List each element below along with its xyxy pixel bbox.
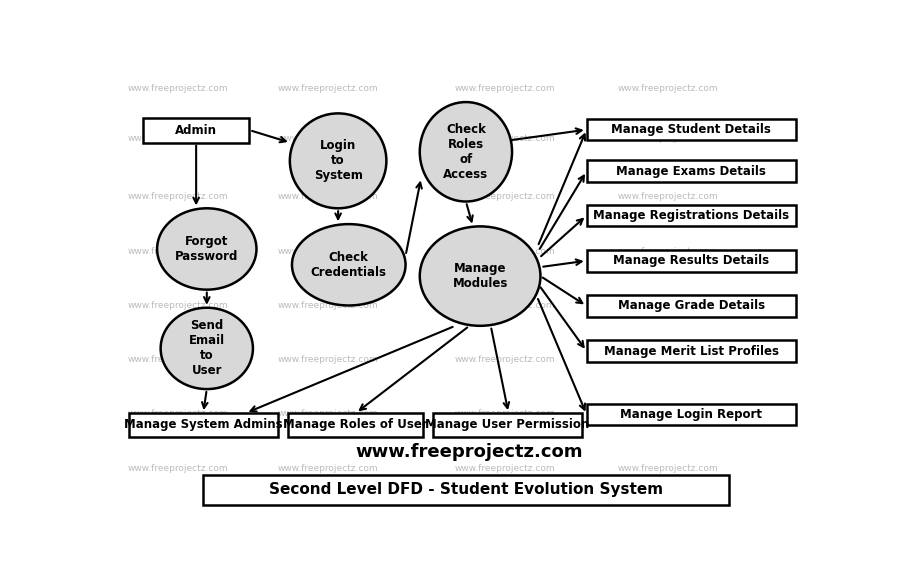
Text: Manage User Permission: Manage User Permission bbox=[425, 419, 589, 431]
FancyBboxPatch shape bbox=[289, 413, 423, 437]
Text: www.freeprojectz.com: www.freeprojectz.com bbox=[454, 464, 555, 473]
Text: Admin: Admin bbox=[175, 124, 217, 137]
Text: Manage Login Report: Manage Login Report bbox=[620, 408, 762, 421]
Text: Manage System Admins: Manage System Admins bbox=[124, 419, 282, 431]
Ellipse shape bbox=[420, 102, 512, 201]
Text: www.freeprojectz.com: www.freeprojectz.com bbox=[128, 193, 229, 201]
Text: Send
Email
to
User: Send Email to User bbox=[189, 319, 224, 377]
Text: Manage Registrations Details: Manage Registrations Details bbox=[594, 209, 790, 222]
Ellipse shape bbox=[289, 113, 387, 208]
Text: www.freeprojectz.com: www.freeprojectz.com bbox=[454, 301, 555, 310]
FancyBboxPatch shape bbox=[586, 205, 796, 227]
Text: www.freeprojectz.com: www.freeprojectz.com bbox=[454, 410, 555, 419]
FancyBboxPatch shape bbox=[586, 403, 796, 425]
Text: www.freeprojectz.com: www.freeprojectz.com bbox=[128, 355, 229, 364]
Text: www.freeprojectz.com: www.freeprojectz.com bbox=[128, 410, 229, 419]
Text: www.freeprojectz.com: www.freeprojectz.com bbox=[618, 84, 718, 93]
Text: Manage
Modules: Manage Modules bbox=[453, 262, 507, 290]
FancyBboxPatch shape bbox=[432, 413, 582, 437]
Ellipse shape bbox=[160, 308, 253, 389]
Text: www.freeprojectz.com: www.freeprojectz.com bbox=[278, 247, 377, 256]
Text: www.freeprojectz.com: www.freeprojectz.com bbox=[278, 84, 377, 93]
Text: www.freeprojectz.com: www.freeprojectz.com bbox=[128, 134, 229, 143]
Text: www.freeprojectz.com: www.freeprojectz.com bbox=[278, 464, 377, 473]
Text: Login
to
System: Login to System bbox=[313, 139, 363, 183]
Text: www.freeprojectz.com: www.freeprojectz.com bbox=[128, 247, 229, 256]
Text: Manage Exams Details: Manage Exams Details bbox=[616, 165, 766, 178]
Text: www.freeprojectz.com: www.freeprojectz.com bbox=[278, 301, 377, 310]
Text: www.freeprojectz.com: www.freeprojectz.com bbox=[278, 134, 377, 143]
Text: Manage Grade Details: Manage Grade Details bbox=[617, 299, 765, 312]
Ellipse shape bbox=[158, 208, 256, 289]
FancyBboxPatch shape bbox=[586, 250, 796, 272]
Text: www.freeprojectz.com: www.freeprojectz.com bbox=[618, 410, 718, 419]
Text: Manage Merit List Profiles: Manage Merit List Profiles bbox=[604, 345, 779, 357]
FancyBboxPatch shape bbox=[203, 474, 728, 505]
Text: www.freeprojectz.com: www.freeprojectz.com bbox=[618, 355, 718, 364]
Text: www.freeprojectz.com: www.freeprojectz.com bbox=[278, 355, 377, 364]
Text: www.freeprojectz.com: www.freeprojectz.com bbox=[618, 134, 718, 143]
Text: www.freeprojectz.com: www.freeprojectz.com bbox=[454, 84, 555, 93]
Text: Forgot
Password: Forgot Password bbox=[175, 235, 238, 263]
Text: Second Level DFD - Student Evolution System: Second Level DFD - Student Evolution Sys… bbox=[268, 483, 663, 497]
Text: www.freeprojectz.com: www.freeprojectz.com bbox=[128, 84, 229, 93]
FancyBboxPatch shape bbox=[586, 119, 796, 140]
Text: www.freeprojectz.com: www.freeprojectz.com bbox=[128, 301, 229, 310]
Text: www.freeprojectz.com: www.freeprojectz.com bbox=[355, 443, 583, 461]
Text: Check
Credentials: Check Credentials bbox=[311, 251, 387, 279]
Text: www.freeprojectz.com: www.freeprojectz.com bbox=[278, 410, 377, 419]
Text: Check
Roles
of
Access: Check Roles of Access bbox=[443, 123, 488, 181]
Text: www.freeprojectz.com: www.freeprojectz.com bbox=[618, 247, 718, 256]
FancyBboxPatch shape bbox=[586, 160, 796, 182]
Text: www.freeprojectz.com: www.freeprojectz.com bbox=[278, 193, 377, 201]
Text: www.freeprojectz.com: www.freeprojectz.com bbox=[454, 247, 555, 256]
Text: Manage Roles of User: Manage Roles of User bbox=[283, 419, 429, 431]
FancyBboxPatch shape bbox=[143, 118, 249, 143]
FancyBboxPatch shape bbox=[128, 413, 278, 437]
Text: www.freeprojectz.com: www.freeprojectz.com bbox=[454, 134, 555, 143]
FancyBboxPatch shape bbox=[586, 295, 796, 317]
FancyBboxPatch shape bbox=[586, 340, 796, 362]
Text: www.freeprojectz.com: www.freeprojectz.com bbox=[454, 193, 555, 201]
Text: www.freeprojectz.com: www.freeprojectz.com bbox=[618, 464, 718, 473]
Text: www.freeprojectz.com: www.freeprojectz.com bbox=[128, 464, 229, 473]
Ellipse shape bbox=[292, 224, 406, 305]
Text: Manage Student Details: Manage Student Details bbox=[611, 123, 771, 136]
Text: www.freeprojectz.com: www.freeprojectz.com bbox=[618, 193, 718, 201]
Text: www.freeprojectz.com: www.freeprojectz.com bbox=[454, 355, 555, 364]
Text: www.freeprojectz.com: www.freeprojectz.com bbox=[618, 301, 718, 310]
Text: Manage Results Details: Manage Results Details bbox=[613, 254, 769, 267]
Ellipse shape bbox=[420, 227, 540, 326]
